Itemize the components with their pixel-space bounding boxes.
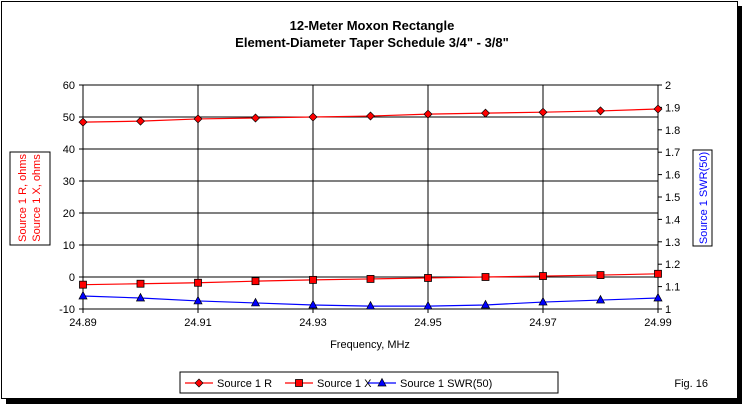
x-axis-label: Frequency, MHz [330,339,410,351]
right-tick-label: 1.1 [665,282,680,294]
x-tick-label: 24.95 [414,317,442,329]
data-point-source-1-r [78,117,88,127]
data-point-source-1-swr-50 [250,297,261,307]
left-axis-label-box [9,151,51,246]
data-point-source-1-swr-50 [653,292,663,302]
data-point-source-1-x [539,272,547,280]
left-axis-label-x: Source 1 X, ohms [31,154,43,242]
data-point-source-1-swr-50 [538,296,548,306]
data-point-source-1-r [423,109,433,119]
chart-subtitle: Element-Diameter Taper Schedule 3/4" - 3… [235,35,509,50]
right-tick-label: 1.9 [665,102,680,114]
data-point-source-1-x [366,275,375,283]
left-tick-label: 60 [63,80,75,92]
data-point-source-1-r [308,112,318,122]
right-tick-label: 2 [665,80,671,92]
right-axis-label-box [692,149,713,247]
left-tick-label: 50 [63,112,75,124]
data-point-source-1-swr-50 [365,300,376,310]
legend-marker-triangle [377,377,387,387]
data-point-source-1-r [251,113,260,123]
data-point-source-1-r [538,107,548,117]
x-tick-label: 24.93 [299,317,327,329]
legend-marker-square [295,379,303,387]
data-point-source-1-x [424,274,432,282]
left-tick-label: 20 [63,208,75,220]
left-tick-label: 10 [63,240,75,252]
series-layer [78,104,663,310]
legend-label: Source 1 X [317,378,372,390]
data-point-source-1-swr-50 [308,299,318,309]
left-tick-label: 40 [63,144,75,156]
figure-number: Fig. 16 [674,378,708,390]
data-point-source-1-swr-50 [78,290,88,300]
data-point-source-1-x [654,269,662,278]
data-point-source-1-x [481,273,490,281]
x-tick-label: 24.99 [644,317,672,329]
data-point-source-1-x [79,280,87,289]
chart-title: 12-Meter Moxon Rectangle [290,18,455,33]
data-point-source-1-swr-50 [193,295,203,305]
right-tick-label: 1.7 [665,147,680,159]
data-point-source-1-r [193,114,203,124]
data-point-source-1-x [309,275,317,284]
left-tick-label: 30 [63,176,75,188]
right-tick-label: 1.3 [665,237,680,249]
data-point-source-1-r [481,108,490,118]
left-tick-label: 0 [69,272,75,284]
data-point-source-1-swr-50 [480,299,491,309]
right-tick-label: 1.2 [665,259,680,271]
data-point-source-1-r [653,104,663,114]
x-tick-label: 24.89 [69,317,97,329]
data-point-source-1-r [596,106,605,116]
data-point-source-1-swr-50 [595,294,606,304]
data-point-source-1-swr-50 [135,292,146,302]
axes: -10 0 10 20 30 40 50 60 24.89 24.91 24.93 24.95 24.9… [59,80,680,329]
right-tick-label: 1.4 [665,214,680,226]
right-tick-label: 1.5 [665,192,680,204]
right-tick-label: 1 [665,304,671,316]
legend-label: Source 1 R [217,378,272,390]
data-point-source-1-swr-50 [423,300,433,310]
left-axis-label-r: Source 1 R, ohms [17,153,29,242]
legend-marker-diamond [194,378,204,388]
x-tick-label: 24.91 [184,317,212,329]
chart-frame [1,1,738,399]
data-point-source-1-x [194,278,202,287]
data-point-source-1-x [136,279,145,288]
data-point-source-1-x [596,271,605,279]
data-point-source-1-r [366,111,375,121]
right-tick-label: 1.6 [665,170,680,182]
data-point-source-1-r [136,116,145,126]
right-axis-label: Source 1 SWR(50) [698,152,710,244]
x-tick-label: 24.97 [529,317,557,329]
legend-label: Source 1 SWR(50) [400,378,492,390]
right-tick-label: 1.8 [665,125,680,137]
left-tick-label: -10 [59,304,75,316]
legend: Source 1 R Source 1 X Source 1 SWR(50) [179,371,559,394]
data-point-source-1-x [251,277,260,286]
